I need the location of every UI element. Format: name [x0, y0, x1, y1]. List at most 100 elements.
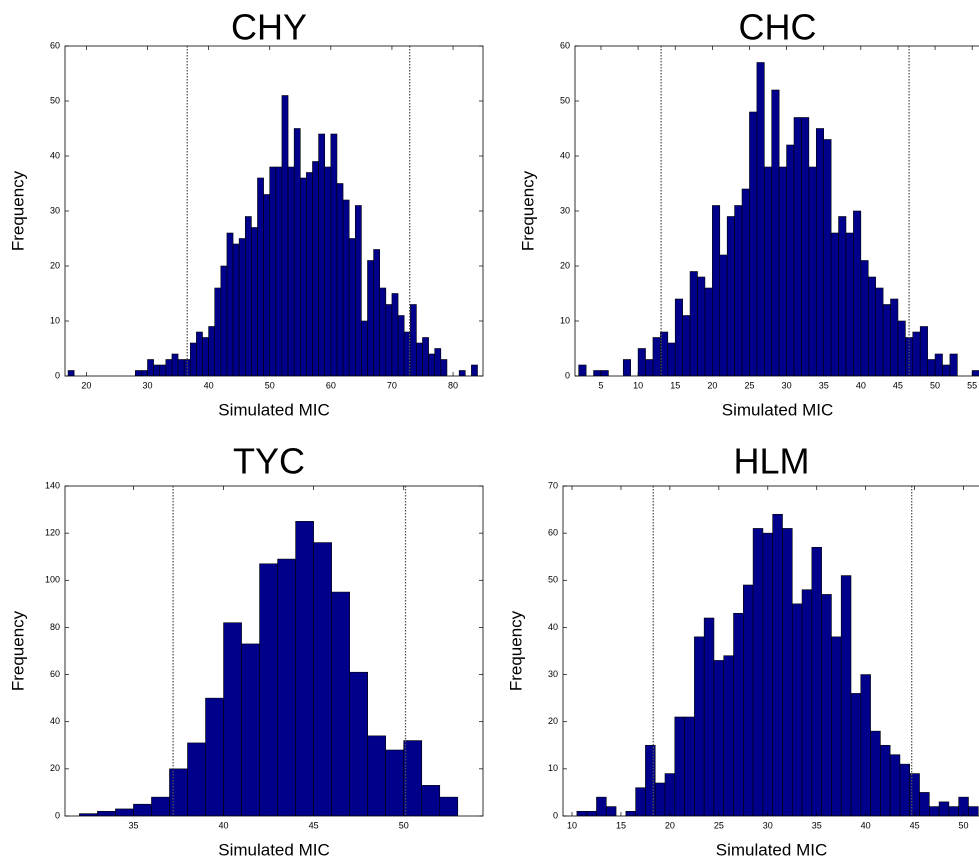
bar [348, 238, 356, 376]
bar [189, 342, 197, 376]
chart-title: TYC [233, 441, 305, 482]
bar [336, 183, 344, 376]
bar [605, 806, 617, 816]
x-tick-label: 40 [861, 820, 871, 830]
bar [703, 617, 715, 816]
x-tick-label: 20 [665, 820, 675, 830]
bar [244, 216, 252, 376]
y-tick-label: 80 [50, 622, 60, 632]
bar [801, 589, 813, 816]
bar [743, 584, 754, 816]
chart-title: HLM [733, 441, 809, 482]
x-axis-label: Simulated MIC [218, 840, 329, 859]
x-tick-label: 45 [893, 380, 903, 390]
x-tick-label: 35 [819, 380, 829, 390]
bar [660, 331, 669, 376]
x-tick-label: 70 [387, 380, 397, 390]
bar [912, 331, 921, 376]
x-tick-label: 35 [812, 820, 822, 830]
x-tick-label: 50 [265, 380, 275, 390]
histogram-panel: 20 30 40 50 60 70 80 0 10 20 30 40 50 60 CHY Simulated … [8, 7, 484, 419]
y-tick-label: 0 [55, 810, 60, 820]
bar [214, 287, 222, 376]
x-tick-label: 50 [959, 820, 969, 830]
bar [694, 636, 705, 816]
bar [635, 787, 646, 816]
bar [713, 660, 725, 816]
bar [652, 337, 661, 376]
bar [756, 62, 765, 376]
y-tick-label: 60 [50, 669, 60, 679]
plot-area [576, 486, 979, 816]
histogram-panel: 10 15 20 25 30 35 40 45 50 0 10 20 30 40 50 60 70 HLM Simu… [506, 441, 979, 859]
bar [471, 364, 478, 376]
bar [169, 768, 188, 816]
y-tick-label: 60 [50, 40, 60, 50]
x-tick-label: 30 [142, 380, 152, 390]
bar [115, 808, 134, 816]
bar [223, 622, 242, 816]
bar [867, 276, 876, 376]
bar [397, 315, 405, 376]
bar [719, 254, 728, 376]
axes-box [64, 485, 484, 817]
y-tick-label: 0 [553, 810, 558, 820]
bar [251, 227, 258, 376]
y-tick-label: 40 [50, 150, 60, 160]
x-tick-label: 25 [744, 380, 754, 390]
bar [682, 315, 691, 376]
histogram-panel: 5 10 15 20 25 30 35 40 45 50 55 0 10 20 30 40 50 60 CHC Sim… [518, 7, 979, 419]
plot-area [67, 46, 478, 376]
bar [196, 331, 203, 376]
bar [733, 612, 744, 816]
y-tick-label: 0 [565, 370, 570, 380]
bar [771, 89, 780, 376]
x-tick-label: 15 [616, 820, 626, 830]
bar [241, 643, 260, 816]
bar [734, 205, 743, 376]
x-tick-label: 10 [567, 820, 577, 830]
bar [762, 532, 773, 816]
y-tick-label: 60 [560, 40, 570, 50]
bar [439, 796, 459, 816]
bar [97, 810, 116, 816]
bar [889, 754, 901, 816]
bar [919, 792, 930, 816]
y-tick-label: 100 [45, 575, 60, 585]
bar [318, 133, 326, 376]
y-tick-label: 20 [560, 260, 570, 270]
bar [421, 785, 441, 816]
bar [808, 166, 817, 376]
x-tick-label: 55 [967, 380, 977, 390]
bar [625, 810, 636, 816]
bar [870, 730, 881, 816]
bar [440, 359, 448, 376]
bar [934, 353, 943, 376]
bar [726, 216, 735, 376]
bar [385, 304, 393, 376]
bar [422, 337, 429, 376]
bar [330, 133, 338, 376]
bar [801, 117, 810, 376]
bar [232, 243, 240, 376]
y-axis-label: Frequency [8, 170, 27, 251]
bar [205, 697, 224, 816]
x-tick-label: 45 [309, 820, 319, 830]
bar [830, 232, 839, 376]
bar [208, 326, 216, 376]
bar [637, 348, 646, 376]
y-tick-label: 70 [548, 480, 558, 490]
bar [793, 117, 802, 376]
x-tick-label: 5 [598, 380, 603, 390]
bar [385, 749, 405, 816]
bar [275, 166, 283, 376]
bar [202, 337, 209, 376]
bar [177, 359, 185, 376]
bar [664, 773, 676, 816]
bar [723, 655, 734, 816]
bar [134, 370, 142, 376]
bar [645, 359, 654, 376]
bar [811, 546, 822, 816]
bar [349, 671, 368, 816]
bar [171, 353, 179, 376]
